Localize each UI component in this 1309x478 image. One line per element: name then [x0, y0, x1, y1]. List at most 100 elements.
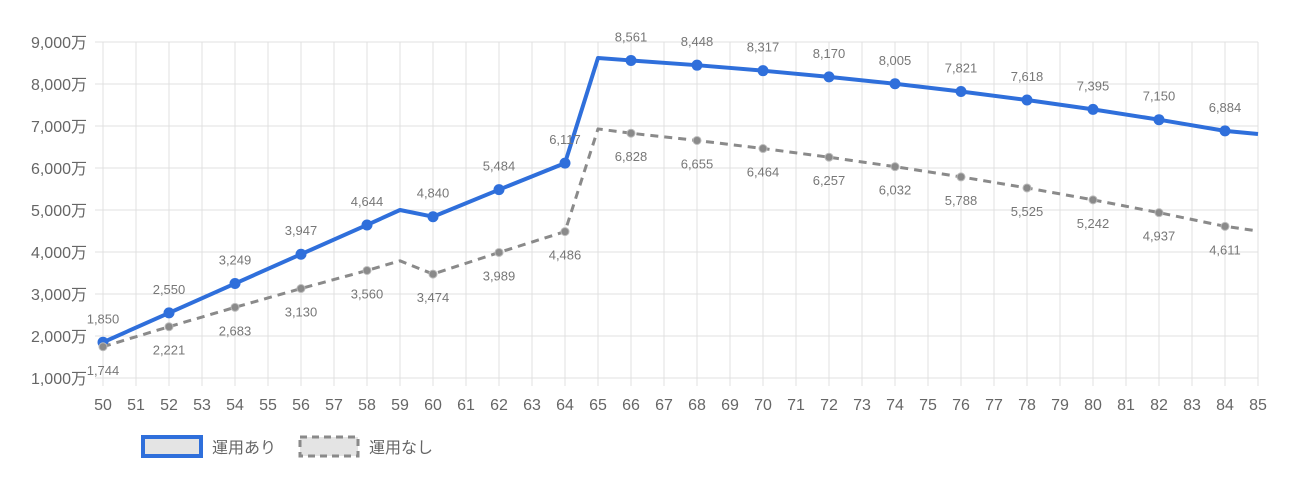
y-tick-label: 8,000万 — [31, 77, 87, 94]
legend-label-2: 運用なし — [369, 439, 433, 457]
y-tick-label: 2,000万 — [31, 329, 87, 346]
data-point — [230, 302, 240, 312]
data-point — [1022, 183, 1032, 193]
data-label: 5,242 — [1077, 216, 1110, 231]
y-tick-label: 9,000万 — [31, 35, 87, 52]
data-point — [229, 278, 241, 290]
data-point — [955, 86, 967, 98]
data-point — [493, 184, 505, 196]
x-tick-label: 56 — [292, 397, 310, 414]
data-label: 4,486 — [549, 248, 582, 263]
data-point — [560, 227, 570, 237]
data-label: 3,947 — [285, 223, 318, 238]
x-tick-label: 57 — [325, 397, 343, 414]
x-tick-label: 76 — [952, 397, 970, 414]
y-tick-label: 5,000万 — [31, 203, 87, 220]
x-tick-label: 77 — [985, 397, 1003, 414]
data-label: 8,317 — [747, 40, 780, 55]
data-point — [1153, 114, 1165, 126]
data-label: 4,611 — [1209, 242, 1241, 257]
data-label: 5,788 — [945, 193, 978, 208]
x-tick-label: 59 — [391, 397, 409, 414]
x-tick-label: 79 — [1051, 397, 1069, 414]
legend: 運用あり 運用なし — [141, 435, 433, 458]
data-point — [626, 128, 636, 138]
data-label: 7,821 — [945, 61, 978, 76]
x-tick-label: 71 — [787, 397, 805, 414]
series-line — [102, 127, 1259, 349]
data-point — [691, 59, 703, 71]
y-tick-label: 7,000万 — [31, 119, 87, 136]
data-label: 8,170 — [813, 46, 846, 61]
data-point — [163, 307, 175, 319]
legend-label-1: 運用あり — [212, 439, 276, 457]
data-point — [98, 342, 108, 352]
series-layer: 1,850 2,550 3,249 3,947 4,644 4,840 5,484 6,117… — [87, 29, 1259, 378]
data-label: 2,683 — [219, 323, 252, 338]
data-label: 5,525 — [1011, 204, 1044, 219]
data-point — [1021, 94, 1033, 106]
x-tick-label: 80 — [1084, 397, 1102, 414]
data-point — [824, 152, 834, 162]
x-tick-label: 68 — [688, 397, 706, 414]
x-tick-label: 50 — [94, 397, 112, 414]
data-label: 6,655 — [681, 156, 714, 171]
x-tick-label: 82 — [1150, 397, 1168, 414]
x-tick-label: 58 — [358, 397, 376, 414]
x-tick-label: 55 — [259, 397, 277, 414]
x-tick-label: 74 — [886, 397, 904, 414]
data-point — [889, 78, 901, 90]
data-point — [692, 135, 702, 145]
x-tick-label: 84 — [1216, 397, 1234, 414]
data-label: 6,828 — [615, 149, 648, 164]
x-tick-label: 67 — [655, 397, 673, 414]
y-tick-label: 3,000万 — [31, 287, 87, 304]
data-point — [1220, 221, 1230, 231]
x-tick-label: 81 — [1117, 397, 1135, 414]
data-point — [296, 284, 306, 294]
data-label: 7,618 — [1011, 69, 1044, 84]
x-tick-label: 53 — [193, 397, 211, 414]
data-label: 7,150 — [1143, 89, 1176, 104]
y-tick-label: 4,000万 — [31, 245, 87, 262]
data-label: 3,130 — [285, 305, 318, 320]
x-tick-label: 78 — [1018, 397, 1036, 414]
data-point — [758, 144, 768, 154]
legend-swatch-2 — [298, 435, 360, 458]
data-label: 2,550 — [153, 282, 186, 297]
x-tick-label: 54 — [226, 397, 244, 414]
data-label: 4,840 — [417, 186, 450, 201]
x-tick-label: 72 — [820, 397, 838, 414]
data-label: 5,484 — [483, 159, 516, 174]
data-label: 3,560 — [351, 286, 384, 301]
data-label: 3,249 — [219, 253, 252, 268]
x-tick-label: 62 — [490, 397, 508, 414]
data-label: 1,850 — [87, 311, 120, 326]
data-point — [890, 162, 900, 172]
data-point — [494, 247, 504, 257]
data-point — [823, 71, 835, 83]
data-point — [295, 248, 307, 260]
x-tick-label: 52 — [160, 397, 178, 414]
data-point — [757, 65, 769, 77]
data-label: 8,561 — [615, 29, 648, 44]
data-label: 4,644 — [351, 194, 384, 209]
data-label: 8,005 — [879, 53, 912, 68]
data-label: 6,464 — [747, 165, 780, 180]
data-point — [1219, 125, 1231, 137]
data-point — [1154, 208, 1164, 218]
data-point — [164, 322, 174, 332]
data-label: 2,221 — [153, 343, 186, 358]
data-label: 6,884 — [1209, 100, 1242, 115]
x-tick-label: 64 — [556, 397, 574, 414]
x-tick-label: 75 — [919, 397, 937, 414]
y-tick-label: 1,000万 — [31, 371, 87, 388]
data-label: 7,395 — [1077, 78, 1110, 93]
data-label: 6,257 — [813, 173, 846, 188]
data-label: 8,448 — [681, 34, 714, 49]
data-point — [427, 211, 439, 223]
data-point — [956, 172, 966, 182]
x-tick-label: 85 — [1249, 397, 1267, 414]
x-tick-label: 51 — [127, 397, 145, 414]
